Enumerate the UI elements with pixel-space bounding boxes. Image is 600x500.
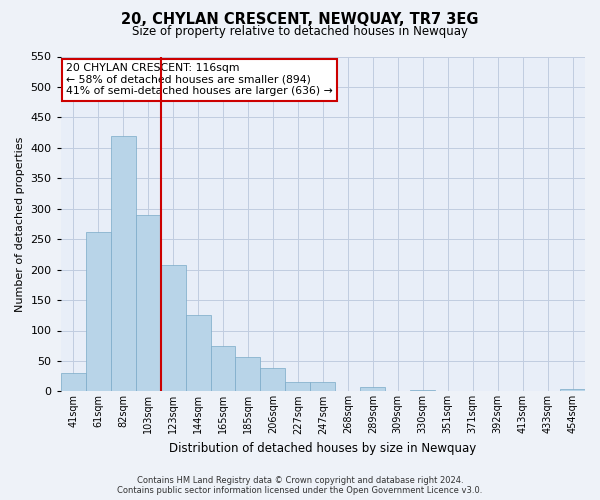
Bar (310, 382, 335, 392)
Bar (286, 382, 310, 392)
Bar (235, 356, 260, 392)
Bar (185, 314, 211, 392)
Text: 20, CHYLAN CRESCENT, NEWQUAY, TR7 3EG: 20, CHYLAN CRESCENT, NEWQUAY, TR7 3EG (121, 12, 479, 28)
Bar (136, 215, 161, 392)
Bar (361, 386, 385, 392)
Bar (560, 389, 585, 392)
Bar (485, 391, 510, 392)
Bar (211, 346, 235, 392)
Bar (260, 368, 286, 392)
Text: Size of property relative to detached houses in Newquay: Size of property relative to detached ho… (132, 25, 468, 38)
Bar (61, 373, 86, 392)
Bar (435, 391, 460, 392)
Bar (86, 232, 110, 392)
X-axis label: Distribution of detached houses by size in Newquay: Distribution of detached houses by size … (169, 442, 476, 455)
Bar (161, 266, 185, 392)
Text: Contains HM Land Registry data © Crown copyright and database right 2024.
Contai: Contains HM Land Registry data © Crown c… (118, 476, 482, 495)
Bar (110, 136, 136, 392)
Y-axis label: Number of detached properties: Number of detached properties (15, 136, 25, 312)
Text: 20 CHYLAN CRESCENT: 116sqm
← 58% of detached houses are smaller (894)
41% of sem: 20 CHYLAN CRESCENT: 116sqm ← 58% of deta… (66, 63, 333, 96)
Bar (410, 390, 435, 392)
